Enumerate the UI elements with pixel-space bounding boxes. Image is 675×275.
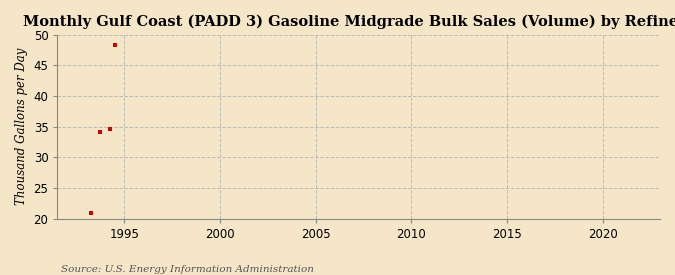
Text: Source: U.S. Energy Information Administration: Source: U.S. Energy Information Administ… — [61, 265, 314, 274]
Title: Monthly Gulf Coast (PADD 3) Gasoline Midgrade Bulk Sales (Volume) by Refiners: Monthly Gulf Coast (PADD 3) Gasoline Mid… — [23, 15, 675, 29]
Y-axis label: Thousand Gallons per Day: Thousand Gallons per Day — [15, 48, 28, 205]
